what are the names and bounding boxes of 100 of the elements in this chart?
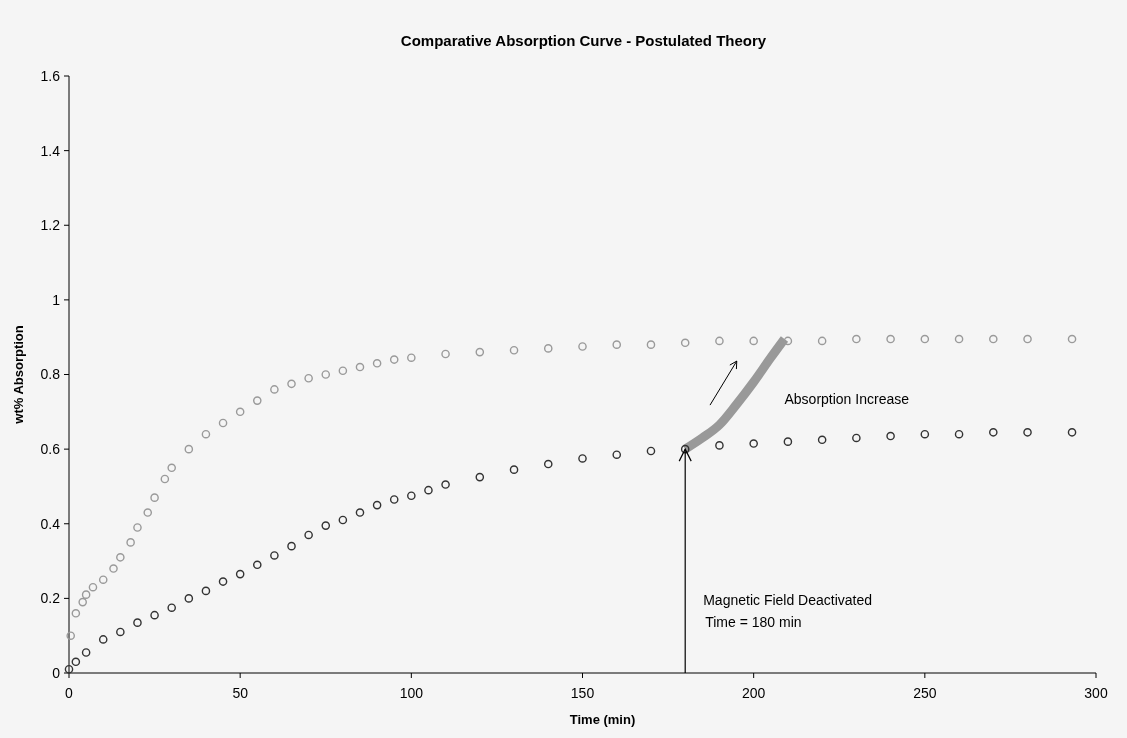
point (646, 340, 656, 349)
x-tick-label: 200 (741, 685, 766, 701)
point (143, 508, 153, 517)
y-tick-label: 0.6 (40, 441, 61, 458)
x-axis-title: Time (min) (569, 712, 636, 727)
point (71, 609, 81, 618)
x-tick-label: 150 (570, 685, 595, 701)
x-tick-label: 0 (65, 685, 74, 701)
point (109, 564, 118, 573)
point (1067, 428, 1077, 437)
point (287, 379, 296, 389)
point (287, 541, 296, 551)
point (543, 459, 553, 469)
point (201, 429, 211, 439)
point (321, 370, 331, 379)
point (441, 349, 450, 359)
point (989, 334, 998, 344)
point (920, 429, 930, 439)
point (715, 441, 724, 450)
point (78, 597, 87, 607)
point (71, 657, 81, 667)
point (372, 500, 382, 510)
point (184, 594, 194, 603)
point (749, 336, 758, 346)
annotation: Absorption Increase (784, 390, 910, 407)
point (407, 491, 416, 501)
y-tick-label: 0 (52, 664, 61, 681)
point (133, 618, 142, 627)
point (612, 340, 622, 349)
y-tick-label: 1.6 (40, 67, 61, 84)
point (252, 396, 262, 405)
point (715, 336, 724, 346)
y-tick-label: 0.8 (40, 366, 61, 383)
point (1023, 428, 1032, 437)
point (578, 342, 587, 351)
point (201, 586, 211, 596)
point (304, 530, 313, 540)
point (338, 366, 348, 376)
y-tick-label: 0.2 (40, 590, 61, 607)
point (252, 560, 262, 570)
point (749, 439, 758, 448)
point (578, 454, 587, 463)
point (81, 590, 91, 599)
point (150, 610, 159, 620)
point (783, 336, 793, 346)
point (680, 444, 690, 454)
point (783, 437, 793, 446)
point (304, 373, 313, 383)
point (133, 523, 142, 532)
point (98, 635, 108, 644)
point (509, 465, 519, 474)
point (270, 385, 279, 394)
point (989, 428, 998, 437)
y-axis-title: wt% Absorption (11, 325, 26, 425)
point (355, 362, 365, 372)
point (954, 429, 964, 439)
y-tick-label: 1.2 (40, 217, 61, 234)
point (543, 344, 553, 353)
point (235, 569, 245, 579)
point (338, 515, 348, 525)
point (88, 582, 98, 592)
point (407, 353, 416, 363)
point (235, 407, 245, 417)
y-tick-label: 0.4 (40, 515, 61, 532)
point (389, 355, 399, 364)
point (817, 336, 827, 346)
point (355, 508, 365, 517)
point (441, 480, 450, 489)
point (389, 495, 399, 504)
x-tick-label: 250 (913, 685, 937, 701)
y-tick-label: 1 (52, 291, 61, 308)
x-tick-label: 50 (232, 685, 249, 701)
x-tick-label: 300 (1084, 685, 1108, 701)
point (167, 463, 176, 473)
ref-line-label: Magnetic Field Deactivated Time = 180 min (703, 592, 873, 630)
point (852, 433, 861, 443)
y-tick-label: 1.4 (40, 142, 61, 159)
point (184, 444, 194, 454)
point (1023, 334, 1032, 344)
point (920, 334, 930, 344)
point (1067, 334, 1077, 344)
point (509, 345, 519, 355)
point (424, 485, 433, 495)
point (475, 347, 485, 357)
point (475, 472, 485, 482)
point (126, 538, 135, 547)
point (98, 575, 108, 585)
point (116, 627, 125, 637)
point (886, 431, 895, 441)
x-tick-label: 100 (399, 685, 424, 701)
point (116, 553, 125, 562)
point (66, 631, 76, 640)
point (218, 577, 228, 586)
point (81, 648, 91, 657)
point (886, 334, 895, 344)
point (372, 359, 382, 368)
point (680, 338, 690, 348)
point (817, 435, 827, 445)
point (612, 450, 622, 460)
point (321, 521, 331, 530)
